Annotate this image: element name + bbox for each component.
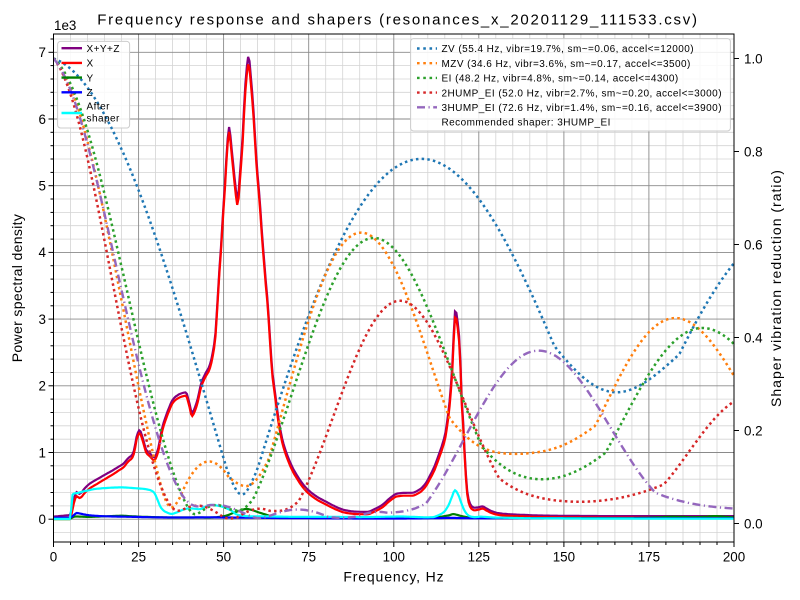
svg-text:0.8: 0.8 [744, 144, 763, 159]
svg-text:0: 0 [39, 512, 46, 527]
svg-text:MZV (34.6 Hz, vibr=3.6%, sm~=0: MZV (34.6 Hz, vibr=3.6%, sm~=0.17, accel… [442, 59, 691, 70]
svg-text:3: 3 [39, 312, 46, 327]
svg-text:2: 2 [39, 379, 46, 394]
svg-text:6: 6 [39, 112, 46, 127]
svg-text:100: 100 [383, 550, 405, 565]
svg-text:175: 175 [638, 550, 660, 565]
svg-text:0.2: 0.2 [744, 423, 763, 438]
svg-text:X+Y+Z: X+Y+Z [87, 44, 120, 55]
svg-text:0.0: 0.0 [744, 516, 763, 531]
svg-text:X: X [87, 59, 94, 70]
svg-text:1e3: 1e3 [54, 18, 76, 33]
svg-text:Z: Z [87, 88, 94, 99]
svg-text:0.6: 0.6 [744, 237, 763, 252]
svg-text:50: 50 [216, 550, 231, 565]
svg-text:Frequency response and shapers: Frequency response and shapers (resonanc… [97, 12, 699, 29]
svg-text:Y: Y [87, 73, 94, 84]
svg-text:125: 125 [468, 550, 490, 565]
svg-text:Power spectral density: Power spectral density [9, 214, 25, 363]
svg-text:200: 200 [723, 550, 745, 565]
svg-text:2HUMP_EI (52.0 Hz, vibr=2.7%,: 2HUMP_EI (52.0 Hz, vibr=2.7%, sm~=0.20, … [442, 88, 722, 99]
svg-text:0.4: 0.4 [744, 330, 763, 345]
svg-text:shaper: shaper [87, 114, 120, 125]
svg-text:7: 7 [39, 45, 46, 60]
svg-text:4: 4 [39, 245, 47, 260]
svg-text:25: 25 [131, 550, 146, 565]
svg-text:Frequency, Hz: Frequency, Hz [343, 568, 444, 584]
svg-text:3HUMP_EI (72.6 Hz, vibr=1.4%,: 3HUMP_EI (72.6 Hz, vibr=1.4%, sm~=0.16, … [442, 103, 722, 114]
svg-text:ZV (55.4 Hz, vibr=19.7%, sm~=0: ZV (55.4 Hz, vibr=19.7%, sm~=0.06, accel… [442, 44, 695, 55]
svg-text:5: 5 [39, 179, 46, 194]
svg-text:0: 0 [50, 550, 57, 565]
svg-text:75: 75 [301, 550, 316, 565]
svg-text:150: 150 [553, 550, 575, 565]
svg-text:1: 1 [39, 445, 46, 460]
svg-text:After: After [87, 102, 111, 113]
svg-text:EI (48.2 Hz, vibr=4.8%, sm~=0.: EI (48.2 Hz, vibr=4.8%, sm~=0.14, accel<… [442, 74, 679, 85]
svg-text:Shaper vibration reduction (ra: Shaper vibration reduction (ratio) [768, 169, 784, 407]
svg-text:Recommended shaper: 3HUMP_EI: Recommended shaper: 3HUMP_EI [442, 118, 611, 129]
svg-text:1.0: 1.0 [744, 51, 763, 66]
